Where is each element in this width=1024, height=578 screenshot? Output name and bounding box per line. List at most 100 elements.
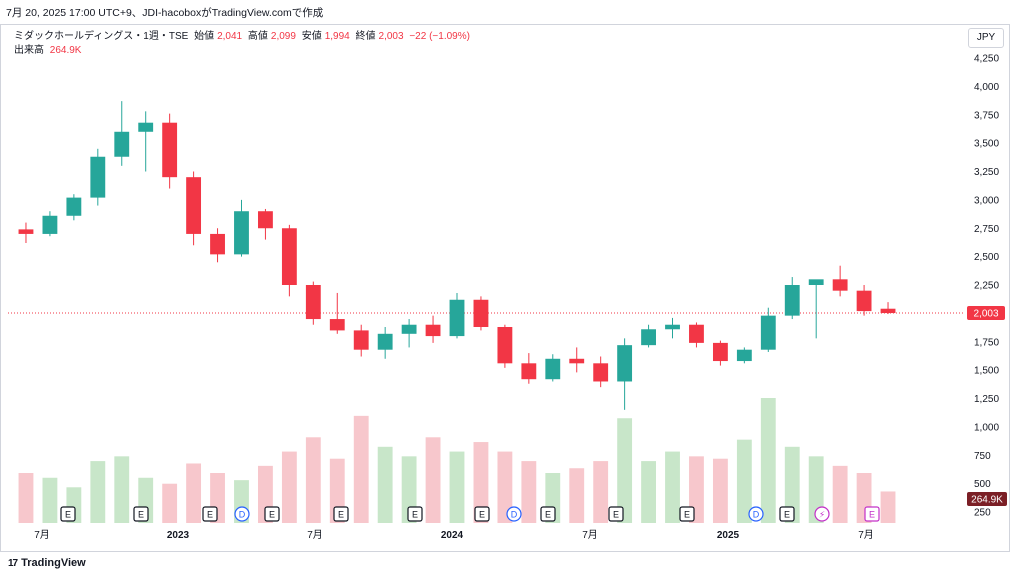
candle-body (425, 324, 441, 337)
chart-frame (0, 24, 1010, 552)
dividend-marker-label: D (511, 510, 518, 520)
y-tick-label: 3,500 (974, 139, 999, 150)
earnings-marker (864, 506, 880, 522)
candle-body (545, 358, 561, 380)
y-tick-label: 3,250 (974, 167, 999, 178)
earnings-marker-label: E (412, 510, 418, 520)
chart-legend: ミダックホールディングス・1週・TSE 始値 2,041 高値 2,099 安値 1,… (14, 30, 470, 58)
candle-body (90, 156, 106, 198)
high-value: 2,099 (270, 31, 296, 42)
open-value: 2,041 (217, 31, 243, 42)
dividend-marker-label: D (239, 510, 246, 520)
candle-body (880, 308, 896, 314)
candle-body (353, 330, 369, 350)
y-tick-label: 4,250 (974, 54, 999, 65)
candle-body (808, 279, 824, 285)
volume-bar (18, 473, 34, 523)
dividend-marker (234, 506, 250, 522)
earnings-marker (333, 506, 349, 522)
x-tick-label: 2023 (167, 530, 190, 541)
candle-body (569, 358, 585, 364)
candle-body (281, 228, 297, 285)
candle-body (234, 211, 249, 255)
candle-body (760, 315, 776, 350)
close-value: 2,003 (378, 31, 404, 42)
earnings-marker-label: E (479, 510, 485, 520)
candle-body (665, 324, 680, 330)
x-tick-label: 7月 (307, 529, 323, 541)
volume-label: 出来高 (14, 45, 44, 56)
candle-body (66, 197, 82, 216)
volume-bar (401, 456, 417, 523)
y-tick-label: 1,250 (974, 394, 999, 405)
y-tick-label: 250 (974, 508, 991, 519)
candle-body (186, 177, 202, 234)
volume-bar (617, 418, 633, 523)
earnings-marker-label: E (684, 510, 690, 520)
volume-value: 264.9K (49, 45, 82, 56)
earnings-marker-label: E (269, 510, 275, 520)
volume-bar (784, 446, 800, 523)
volume-bar (353, 415, 369, 523)
volume-bar (449, 451, 465, 523)
y-tick-label: 1,750 (974, 337, 999, 348)
candle-body (521, 363, 537, 380)
earnings-marker (474, 506, 490, 522)
candle-body (162, 122, 178, 178)
volume-bar (832, 465, 848, 523)
earnings-marker (608, 506, 624, 522)
candle-body (617, 345, 633, 382)
candle-body (114, 131, 130, 157)
change-value: −22 (−1.09%) (409, 31, 470, 42)
x-tick-label: 7月 (34, 529, 50, 541)
volume-bar (689, 456, 704, 523)
candle-body (473, 299, 489, 327)
dividend-marker (748, 506, 764, 522)
volume-bar (114, 456, 130, 523)
y-tick-label: 1,500 (974, 366, 999, 377)
earnings-marker (264, 506, 280, 522)
high-label: 高値 (247, 31, 268, 42)
x-tick-label: 7月 (582, 529, 598, 541)
volume-bar (42, 477, 58, 523)
candle-body (329, 319, 345, 331)
dividend-marker-label: D (753, 510, 760, 520)
y-tick-label: 750 (974, 451, 991, 462)
earnings-marker-label: E (138, 510, 144, 520)
dividend-marker (506, 506, 522, 522)
low-value: 1,994 (324, 31, 350, 42)
volume-bar (521, 461, 537, 523)
volume-bar (665, 451, 680, 523)
candle-body (784, 285, 800, 316)
chart-attribution: 7月 20, 2025 17:00 UTC+9、JDI-hacoboxがTrad… (6, 7, 324, 19)
candle-body (856, 290, 872, 312)
volume-bar (281, 451, 297, 523)
symbol-name[interactable]: ミダックホールディングス・1週・TSE (14, 31, 189, 42)
y-tick-label: 1,000 (974, 422, 999, 433)
candle-body (712, 342, 728, 362)
earnings-marker (540, 506, 556, 522)
candle-body (449, 299, 465, 337)
tradingview-footer[interactable]: 17 TradingView (8, 557, 86, 569)
open-label: 始値 (194, 31, 215, 42)
candle-body (305, 285, 321, 320)
y-tick-label: 2,750 (974, 224, 999, 235)
ohlc-line: ミダックホールディングス・1週・TSE 始値 2,041 高値 2,099 安値 1,… (14, 30, 470, 44)
currency-button[interactable]: JPY (968, 28, 1004, 48)
volume-bar (425, 437, 441, 523)
earnings-marker-label: E (869, 510, 875, 520)
candle-body (138, 122, 154, 132)
last-volume-badge (967, 492, 1007, 506)
volume-bar (736, 439, 752, 523)
volume-bar (497, 451, 513, 523)
y-tick-label: 3,000 (974, 195, 999, 206)
volume-bar (186, 463, 202, 523)
low-label: 安値 (301, 31, 322, 42)
volume-bar (641, 461, 656, 523)
y-tick-label: 2,250 (974, 281, 999, 292)
volume-bar (569, 468, 585, 523)
earnings-marker (133, 506, 149, 522)
volume-bar (712, 458, 728, 523)
candle-body (832, 279, 848, 291)
